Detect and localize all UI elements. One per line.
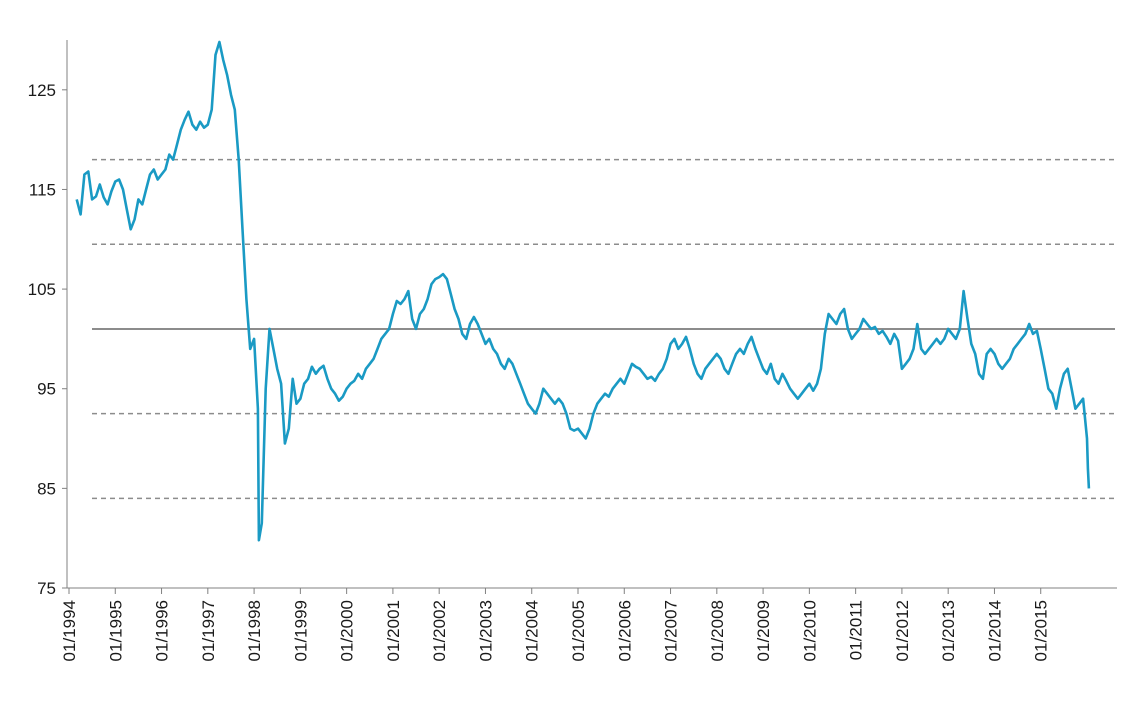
x-tick-label: 01/2003 [476,600,495,661]
x-tick-label: 01/2009 [754,600,773,661]
x-tick-label: 01/1997 [199,600,218,661]
reference-lines [92,158,1115,500]
x-tick-label: 01/1996 [153,600,172,661]
y-tick-label: 105 [28,280,56,299]
x-tick-label: 01/2014 [985,600,1004,661]
axes [66,40,1117,589]
x-tick-label: 01/2010 [800,600,819,661]
y-axis-ticks: 75 85 95 105 115 125 [28,81,67,598]
x-tick-label: 01/2006 [615,600,634,661]
y-tick-label: 75 [37,579,56,598]
x-tick-label: 01/2005 [569,600,588,661]
x-tick-label: 01/2000 [338,600,357,661]
x-tick-label: 01/2015 [1032,600,1051,661]
x-tick-label: 01/1999 [291,600,310,661]
x-axis-ticks: 01/1994 01/1995 01/1996 01/1997 01/1998 01/19… [60,588,1051,661]
series-layer [75,40,1091,542]
x-tick-label: 01/2007 [662,600,681,661]
series-line-0 [75,40,1091,542]
y-tick-label: 85 [37,479,56,498]
x-tick-label: 01/2012 [893,600,912,661]
y-tick-label: 115 [29,180,56,199]
x-tick-label: 01/1998 [245,600,264,661]
x-tick-label: 01/1995 [106,600,125,661]
x-tick-label: 01/1994 [60,600,79,661]
y-tick-label: 125 [28,81,56,100]
x-tick-label: 01/2004 [523,600,542,661]
y-tick-label: 95 [37,380,56,399]
x-tick-label: 01/2001 [384,600,403,661]
x-tick-label: 01/2002 [430,600,449,661]
x-tick-label: 01/2013 [939,600,958,661]
x-tick-label: 01/2008 [708,600,727,661]
x-tick-label: 01/2011 [847,600,866,660]
